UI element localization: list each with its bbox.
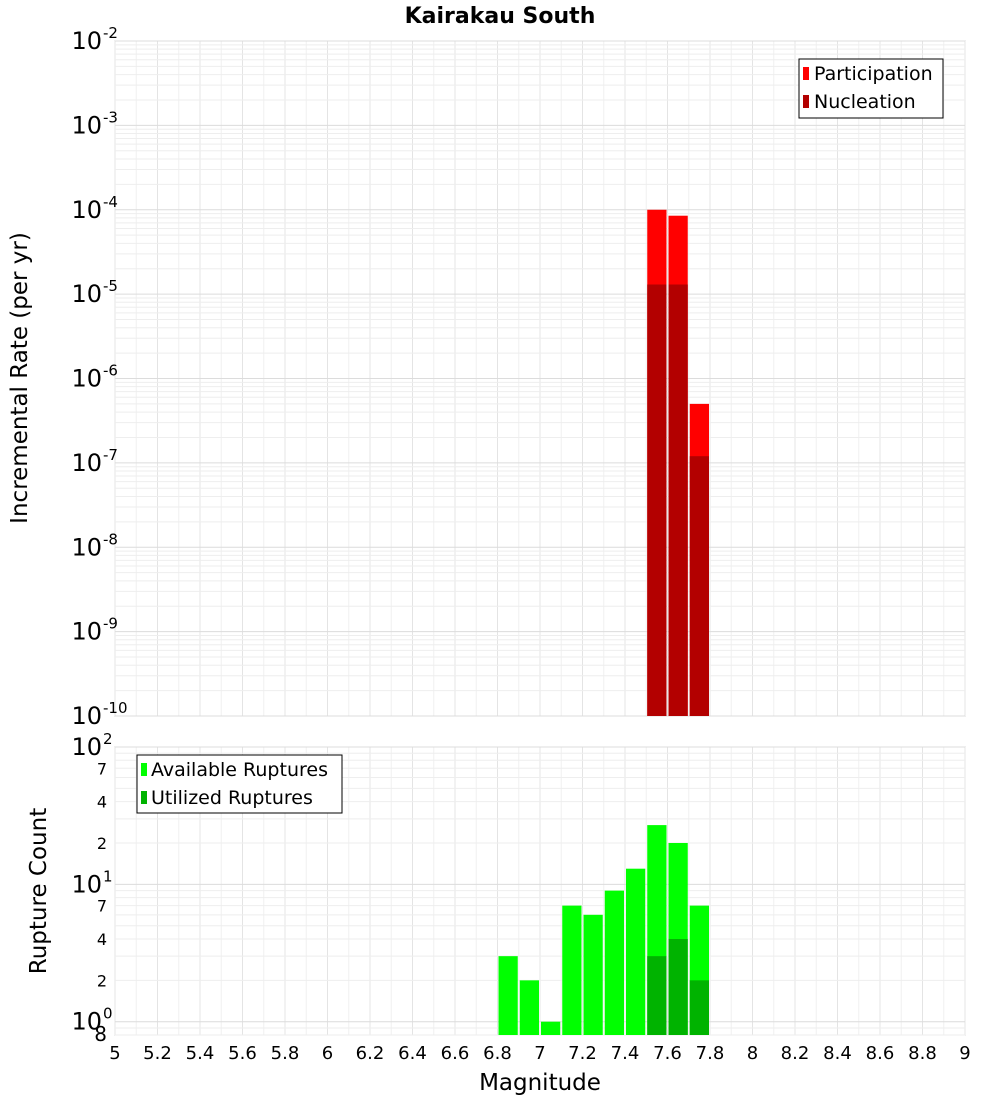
rate-bar-b [668, 284, 688, 716]
count-bar-b [689, 980, 709, 1035]
available-swatch [141, 763, 147, 776]
y-tick-exponent: -5 [103, 277, 118, 295]
y-tick-exponent: -7 [103, 446, 118, 464]
y-tick-label: 10 [71, 27, 102, 55]
y-tick-label: 10 [71, 533, 102, 561]
x-tick-label: 5.4 [186, 1043, 215, 1064]
x-tick-label: 5 [109, 1043, 120, 1064]
x-tick-label: 7.2 [568, 1043, 597, 1064]
participation-swatch [803, 67, 809, 80]
y-tick-label: 10 [71, 702, 102, 730]
x-tick-label: 7.6 [653, 1043, 682, 1064]
count-bar-b [647, 956, 667, 1035]
x-tick-label: 8.8 [908, 1043, 937, 1064]
y-tick-label: 10 [71, 196, 102, 224]
y-tick-label: 10 [71, 733, 102, 761]
y-tick-label: 2 [97, 834, 107, 853]
rate-y-ticks: 10-210-310-410-510-610-710-810-910-10 [71, 24, 127, 730]
y-tick-exponent: -9 [103, 615, 118, 633]
rate-bar-b [689, 456, 709, 716]
x-tick-label: 6.2 [356, 1043, 385, 1064]
y-tick-label: 4 [97, 930, 107, 949]
y-tick-label: 10 [71, 870, 102, 898]
count-bar-a [583, 914, 603, 1035]
utilized-swatch [141, 791, 147, 804]
x-tick-label: 5.8 [271, 1043, 300, 1064]
participation-legend-label: Participation [814, 63, 933, 85]
count-bar-a [626, 868, 646, 1035]
y-tick-label: 2 [97, 971, 107, 990]
y-tick-label: 7 [97, 897, 107, 916]
x-axis-label: Magnitude [479, 1070, 601, 1096]
rate-bar-b [647, 284, 667, 716]
y-tick-label: 10 [71, 365, 102, 393]
available-legend-label: Available Ruptures [151, 759, 328, 781]
rate-legend-box [798, 58, 944, 119]
y-tick-label: 7 [97, 759, 107, 778]
count-bar-a [519, 980, 539, 1035]
x-tick-label: 5.6 [228, 1043, 257, 1064]
count-bar-a [562, 905, 582, 1035]
count-bars [498, 825, 709, 1035]
utilized-legend-label: Utilized Ruptures [151, 787, 313, 809]
count-bar-a [498, 956, 518, 1035]
y-tick-exponent: -10 [103, 699, 128, 717]
count-x-ticks: 5 5.2 5.4 5.6 5.8 6 6.2 6.4 6.6 6.8 7 7.2 7.4 7.6 7.8 8… [109, 1043, 970, 1064]
x-tick-label: 7.4 [611, 1043, 640, 1064]
x-tick-label: 9 [959, 1043, 970, 1064]
chart-title: Kairakau South [405, 4, 596, 29]
y-tick-label: 10 [71, 280, 102, 308]
y-tick-label: 10 [71, 111, 102, 139]
x-tick-label: 7 [534, 1043, 545, 1064]
count-bar-a [604, 890, 624, 1035]
y-tick-label: 10 [71, 1008, 102, 1036]
y-tick-exponent: -2 [103, 24, 118, 42]
rate-bars [647, 209, 709, 717]
y-tick-label: 10 [71, 449, 102, 477]
rate-grid [114, 40, 966, 717]
x-tick-label: 8.6 [866, 1043, 895, 1064]
x-tick-label: 6 [322, 1043, 333, 1064]
count-legend: Available Ruptures Utilized Ruptures [136, 754, 343, 814]
y-tick-exponent: -4 [103, 193, 118, 211]
y-tick-exponent: -8 [103, 530, 118, 548]
rate-y-axis-label: Incremental Rate (per yr) [7, 232, 33, 524]
count-bar-b [668, 939, 688, 1035]
y-tick-label: 8 [94, 1022, 107, 1046]
x-tick-label: 8 [747, 1043, 758, 1064]
count-legend-box [136, 754, 343, 814]
y-tick-exponent: 2 [103, 730, 113, 748]
x-tick-label: 6.4 [398, 1043, 427, 1064]
x-tick-label: 8.4 [823, 1043, 852, 1064]
rate-legend: Participation Nucleation [798, 58, 944, 119]
nucleation-legend-label: Nucleation [814, 91, 916, 113]
y-tick-exponent: 0 [103, 1005, 113, 1023]
y-tick-exponent: 1 [103, 867, 113, 885]
y-tick-exponent: -3 [103, 108, 118, 126]
nucleation-swatch [803, 95, 809, 108]
count-bar-a [541, 1021, 561, 1035]
rate-plot: 10-210-310-410-510-610-710-810-910-10 In… [7, 24, 966, 730]
x-tick-label: 6.8 [483, 1043, 512, 1064]
x-tick-label: 7.8 [696, 1043, 725, 1064]
x-tick-label: 8.2 [781, 1043, 810, 1064]
y-tick-exponent: -6 [103, 362, 118, 380]
x-tick-label: 5.2 [143, 1043, 172, 1064]
y-tick-label: 4 [97, 793, 107, 812]
y-tick-label: 10 [71, 618, 102, 646]
count-y-axis-label: Rupture Count [26, 808, 52, 974]
x-tick-label: 6.6 [441, 1043, 470, 1064]
